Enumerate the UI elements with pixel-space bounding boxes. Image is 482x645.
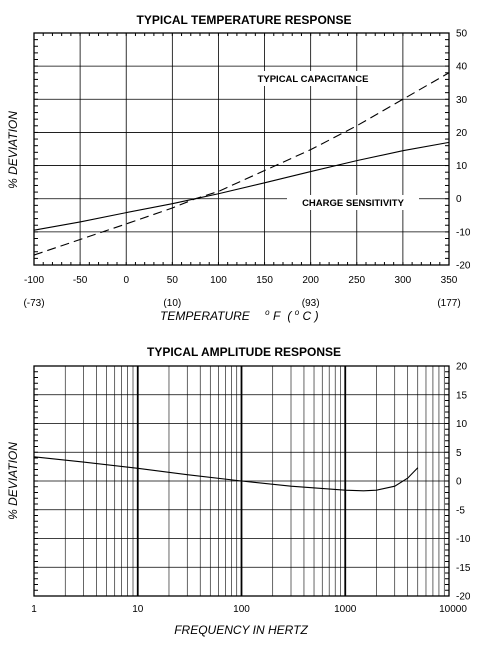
capacitance-label-bg xyxy=(243,71,383,86)
chart-title: TYPICAL TEMPERATURE RESPONSE xyxy=(137,13,352,27)
y-axis-label: % DEVIATION xyxy=(6,442,20,520)
unit-f: F xyxy=(273,309,281,323)
y-tick-labels: 20 15 10 5 0 -5 -10 -15 -20 xyxy=(456,362,471,603)
x-tick-label: 100 xyxy=(210,275,227,286)
paren-open: ( xyxy=(287,309,293,323)
x-axis-label: TEMPERATURE o F ( o C ) xyxy=(160,304,319,323)
degree-mark-c: o xyxy=(295,308,300,317)
y-tick-label: 50 xyxy=(456,29,468,40)
y-tick-label: 0 xyxy=(456,194,462,205)
y-tick-label: 40 xyxy=(456,62,468,73)
y-tick-label: 0 xyxy=(456,477,462,488)
temperature-response-chart: TYPICAL TEMPERATURE RESPONSE 50403020100… xyxy=(6,13,471,323)
y-axis-label: % DEVIATION xyxy=(6,111,20,189)
series-group xyxy=(33,456,419,492)
x-tick-label: 10000 xyxy=(439,604,467,615)
y-tick-label: -20 xyxy=(456,592,471,603)
grid xyxy=(34,366,449,596)
x-tick-label: 1000 xyxy=(334,604,357,615)
y-tick-label: -10 xyxy=(456,534,471,545)
x-tick-label: 10 xyxy=(132,604,144,615)
y-tick-label: 5 xyxy=(456,448,462,459)
y-tick-label: 10 xyxy=(456,419,468,430)
y-tick-label: 15 xyxy=(456,390,468,401)
x-tick-label: 50 xyxy=(167,275,179,286)
charge-label-bg xyxy=(287,195,419,210)
x-tick-label: 100 xyxy=(233,604,250,615)
y-tick-label: 20 xyxy=(456,362,468,373)
y-tick-labels: 50 40 30 20 10 0 -10 -20 xyxy=(456,29,471,272)
x-tick-label: 200 xyxy=(302,275,319,286)
x-tick-label: -50 xyxy=(73,275,88,286)
plot-frame xyxy=(33,32,450,266)
degree-mark-f: o xyxy=(265,308,270,317)
unit-c: C xyxy=(303,309,312,323)
x-tick-labels: 1 10 100 1000 10000 xyxy=(31,604,467,615)
y-tick-label: 10 xyxy=(456,161,468,172)
y-tick-label: -20 xyxy=(456,261,471,272)
minor-ticks xyxy=(34,365,449,597)
x-tick-label: 350 xyxy=(441,275,458,286)
capacitance-line xyxy=(33,72,450,256)
y-tick-label: 20 xyxy=(456,128,468,139)
x-tick-label: 300 xyxy=(395,275,412,286)
y-tick-label: -10 xyxy=(456,227,471,238)
x-tick-label: -100 xyxy=(24,275,44,286)
celsius-tick-label: (93) xyxy=(302,298,320,309)
x-tick-label: 250 xyxy=(348,275,365,286)
capacitance-label: TYPICAL CAPACITANCE xyxy=(258,74,369,85)
grid xyxy=(34,33,449,265)
x-tick-label: 1 xyxy=(31,604,37,615)
celsius-tick-labels: (-73) (10) (93) (177) xyxy=(23,298,460,309)
paren-close: ) xyxy=(313,309,319,323)
celsius-tick-label: (177) xyxy=(437,298,460,309)
x-axis-label: FREQUENCY IN HERTZ xyxy=(174,623,308,637)
celsius-tick-label: (10) xyxy=(163,298,181,309)
series-group xyxy=(33,72,450,256)
amplitude-response-line xyxy=(33,456,419,492)
x-axis-label-text: TEMPERATURE xyxy=(160,309,251,323)
y-tick-label: -15 xyxy=(456,563,471,574)
x-tick-labels: -100 -50 0 50 100 150 200 250 300 350 xyxy=(24,275,458,286)
x-tick-label: 0 xyxy=(123,275,129,286)
y-tick-label: 30 xyxy=(456,95,468,106)
chart-title: TYPICAL AMPLITUDE RESPONSE xyxy=(147,345,341,359)
celsius-tick-label: (-73) xyxy=(23,298,44,309)
y-tick-label: -5 xyxy=(456,505,465,516)
x-tick-label: 150 xyxy=(256,275,273,286)
minor-ticks xyxy=(33,32,450,266)
amplitude-response-chart: TYPICAL AMPLITUDE RESPONSE 20 15 10 5 0 -5 -10… xyxy=(6,345,471,637)
charge-sensitivity-label: CHARGE SENSITIVITY xyxy=(302,198,405,209)
charge-sensitivity-line xyxy=(33,141,450,231)
